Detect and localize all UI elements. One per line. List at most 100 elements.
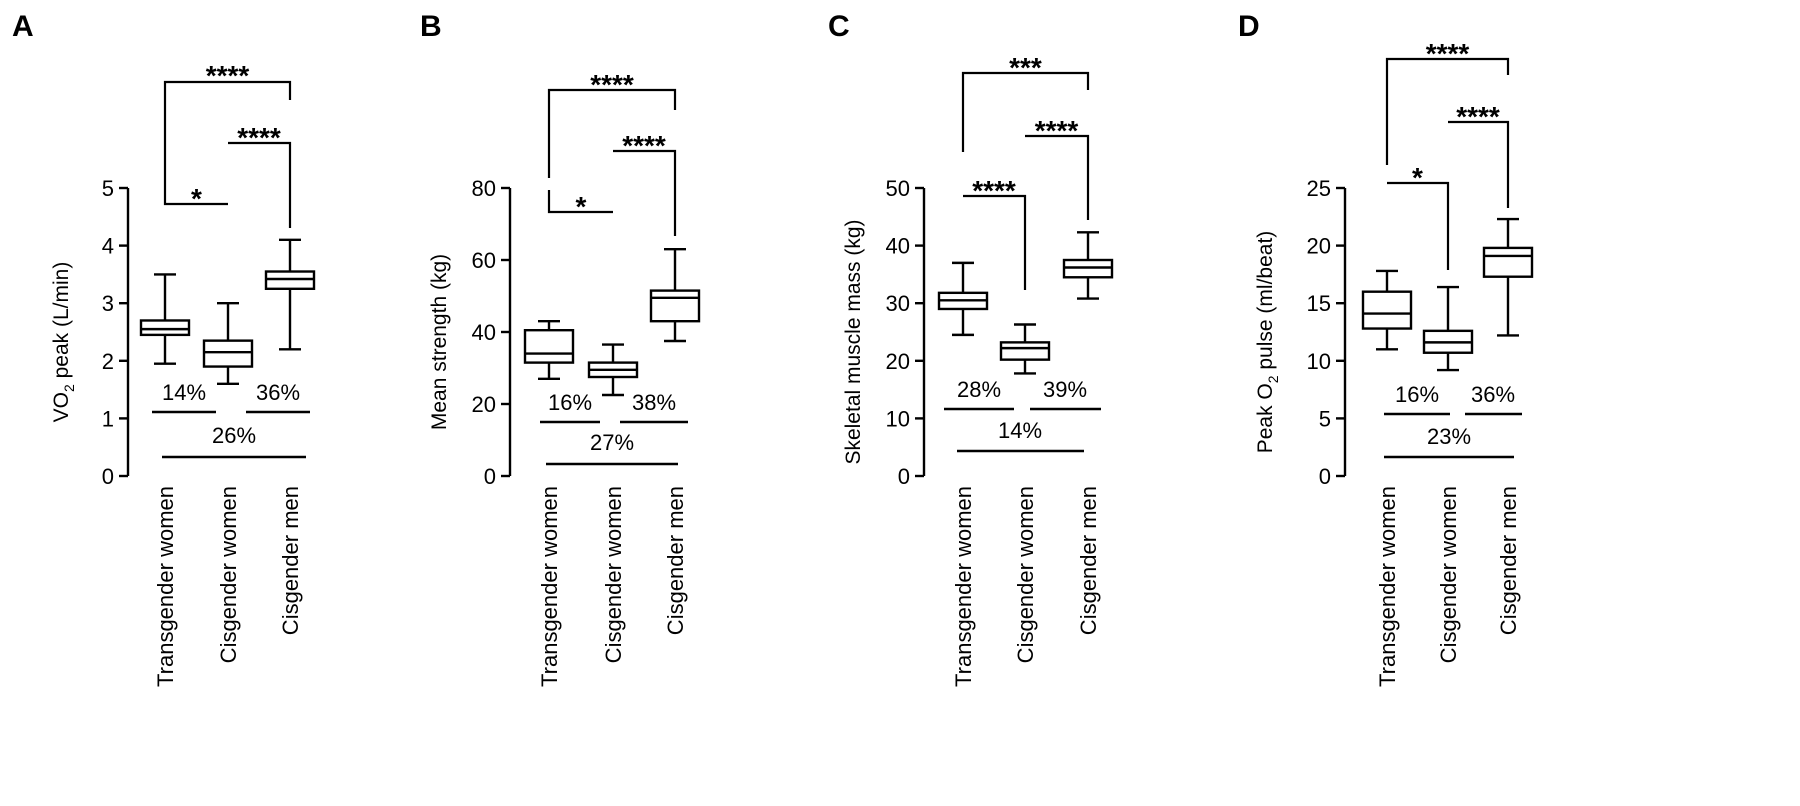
panel-letter: A (12, 10, 34, 43)
significance-bracket (1387, 181, 1450, 270)
significance-label: **** (237, 122, 281, 153)
y-axis-label-main: Skeletal muscle mass (kg) (842, 219, 865, 464)
significance-label: **** (1035, 115, 1079, 146)
category-label: Cisgender women (1436, 486, 1461, 663)
significance-bracket (163, 185, 228, 206)
y-tick-label: 40 (886, 234, 910, 259)
y-axis-label: Mean strength (kg) (428, 254, 451, 430)
y-tick-label: 10 (1307, 349, 1331, 374)
category-label: Cisgender men (278, 486, 303, 635)
y-axis-label-subscript: 2 (1265, 375, 1281, 383)
significance-bracket (547, 88, 677, 178)
y-tick-label: 20 (886, 349, 910, 374)
y-tick-label: 0 (898, 464, 910, 489)
significance-bracket (613, 149, 677, 236)
y-tick-label: 25 (1307, 176, 1331, 201)
percent-label: 14% (998, 418, 1042, 443)
percent-label: 38% (632, 390, 676, 415)
significance-label: **** (590, 69, 634, 100)
box-2 (1062, 231, 1114, 300)
y-tick-label: 10 (886, 406, 910, 431)
significance-label: **** (1456, 101, 1500, 132)
y-axis-label-subscript: 2 (61, 384, 77, 392)
significance-label: **** (972, 175, 1016, 206)
y-tick-label: 60 (472, 248, 496, 273)
box-1 (202, 302, 254, 386)
y-tick-label: 0 (1319, 464, 1331, 489)
y-tick-label: 20 (1307, 234, 1331, 259)
box-iqr (202, 339, 254, 368)
box-2 (649, 247, 701, 343)
percent-label: 36% (1471, 382, 1515, 407)
y-tick-label: 4 (102, 234, 114, 259)
y-tick-label: 0 (484, 464, 496, 489)
significance-label: * (576, 191, 587, 222)
y-axis-label: VO2 peak (L/min) (50, 262, 77, 423)
panel-letter: D (1238, 10, 1260, 43)
box-iqr (649, 289, 701, 323)
box-0 (1361, 269, 1413, 351)
y-axis-label-main: Peak O (1254, 383, 1277, 453)
category-label: Transgender women (537, 486, 562, 687)
y-tick-label: 5 (1319, 406, 1331, 431)
box-iqr (999, 341, 1051, 361)
category-label: Cisgender men (663, 486, 688, 635)
percent-label: 28% (957, 377, 1001, 402)
y-axis-label-main: VO (50, 392, 73, 422)
category-label: Cisgender women (216, 486, 241, 663)
significance-bracket (963, 194, 1027, 290)
category-label: Cisgender men (1496, 486, 1521, 635)
box-2 (1482, 217, 1534, 337)
panel-letter: C (828, 10, 850, 43)
category-label: Transgender women (951, 486, 976, 687)
y-tick-label: 5 (102, 176, 114, 201)
box-iqr (139, 319, 191, 337)
box-0 (523, 320, 575, 380)
y-axis-label-tail: pulse (ml/beat) (1254, 231, 1277, 376)
y-tick-label: 30 (886, 291, 910, 316)
y-axis-label: Skeletal muscle mass (kg) (842, 219, 865, 464)
significance-bracket (1448, 120, 1510, 208)
y-axis-label-tail: peak (L/min) (50, 262, 73, 385)
box-1 (587, 343, 639, 397)
y-tick-label: 20 (472, 392, 496, 417)
category-label: Transgender women (1375, 486, 1400, 687)
category-label: Transgender women (153, 486, 178, 687)
y-tick-label: 2 (102, 349, 114, 374)
category-label: Cisgender women (1013, 486, 1038, 663)
significance-bracket (1385, 57, 1510, 165)
significance-label: * (1412, 162, 1423, 193)
y-tick-label: 50 (886, 176, 910, 201)
y-axis-label: Peak O2 pulse (ml/beat) (1254, 231, 1281, 454)
percent-label: 27% (590, 430, 634, 455)
significance-label: **** (1426, 38, 1470, 69)
box-0 (139, 273, 191, 365)
significance-label: *** (1009, 52, 1042, 83)
significance-bracket (547, 190, 613, 214)
percent-label: 16% (548, 390, 592, 415)
box-iqr (1361, 290, 1413, 330)
significance-bracket (1025, 134, 1090, 220)
significance-label: **** (206, 60, 250, 91)
y-tick-label: 3 (102, 291, 114, 316)
box-iqr (523, 329, 575, 364)
y-tick-label: 1 (102, 406, 114, 431)
panel-b: B 0 20 40 60 80 Mean strength (kg) Transgender … (420, 10, 701, 687)
y-tick-label: 15 (1307, 291, 1331, 316)
significance-bracket (163, 80, 292, 185)
y-tick-label: 80 (472, 176, 496, 201)
significance-bracket (961, 71, 1090, 152)
box-1 (1422, 285, 1474, 372)
significance-label: **** (622, 130, 666, 161)
box-1 (999, 323, 1051, 375)
percent-label: 39% (1043, 377, 1087, 402)
percent-label: 16% (1395, 382, 1439, 407)
significance-bracket (228, 141, 292, 228)
y-tick-label: 0 (102, 464, 114, 489)
panel-d: D 0 5 10 15 20 25 Peak O2 pulse (ml/beat) Transg… (1238, 10, 1534, 687)
percent-label: 36% (256, 380, 300, 405)
box-iqr (1482, 246, 1534, 278)
category-label: Cisgender men (1076, 486, 1101, 635)
